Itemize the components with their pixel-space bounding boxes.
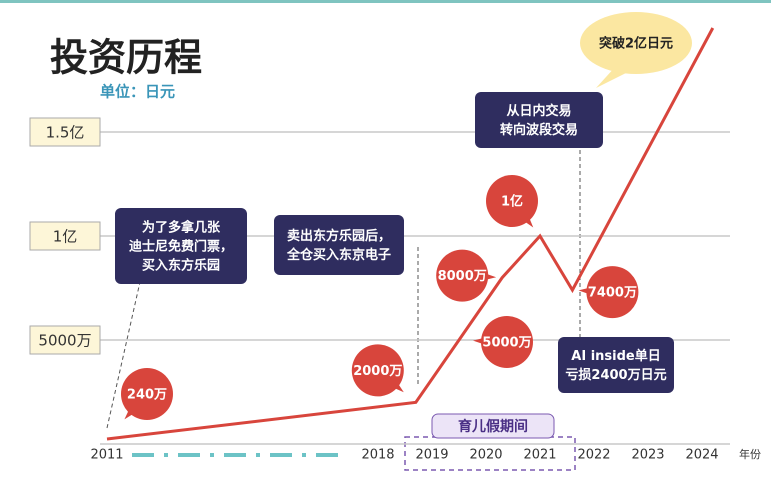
annotation-text: 突破2亿日元 xyxy=(599,36,673,52)
chart-title: 投资历程 xyxy=(50,36,202,80)
x-tick-label: 2019 xyxy=(415,448,448,463)
annotation-text: AI inside单日 xyxy=(571,348,660,364)
annotation-box xyxy=(115,208,247,284)
annotation-text: 全仓买入东京电子 xyxy=(286,247,391,263)
y-tick-box xyxy=(29,117,101,147)
y-tick-label: 1亿 xyxy=(53,228,78,246)
x-tick-label: 2022 xyxy=(577,448,610,463)
annotation-box xyxy=(274,215,404,275)
x-tick-label: 2023 xyxy=(631,448,664,463)
data-line xyxy=(106,27,715,441)
annotation-box xyxy=(558,337,674,393)
top-stripe xyxy=(0,0,771,3)
callout-bubble xyxy=(580,12,692,74)
y-tick-box xyxy=(29,325,101,355)
value-label: 7400万 xyxy=(588,286,637,301)
value-label: 8000万 xyxy=(438,269,487,284)
annotation-box xyxy=(475,92,603,148)
unit-label: 单位：日元 xyxy=(100,83,175,101)
x-tick-label: 2018 xyxy=(361,448,394,463)
annotation-text: 亏损2400万日元 xyxy=(565,367,666,383)
annotation-text: 转向波段交易 xyxy=(500,122,578,138)
x-tick-label: 2020 xyxy=(469,448,502,463)
annotation-text: 育儿假期间 xyxy=(458,418,528,435)
annotation-box xyxy=(431,413,555,439)
connector xyxy=(106,281,141,429)
annotation-text: 迪士尼免费门票， xyxy=(129,239,233,255)
value-bubble xyxy=(351,344,404,397)
value-bubble xyxy=(121,368,173,421)
annotation-text: 从日内交易 xyxy=(506,103,571,119)
x-tick-label: 2021 xyxy=(523,448,556,463)
annotation-text: 买入东方乐园 xyxy=(142,258,220,274)
annotation-text: 卖出东方乐园后， xyxy=(287,228,391,244)
value-bubble xyxy=(436,249,489,302)
value-bubble xyxy=(586,266,639,319)
y-tick-label: 1.5亿 xyxy=(46,124,85,142)
y-tick-label: 5000万 xyxy=(38,332,91,350)
x-tick-label: 2011 xyxy=(90,448,123,463)
y-tick-box xyxy=(29,221,101,251)
x-tick-label: 2024 xyxy=(685,448,718,463)
value-label: 2000万 xyxy=(353,364,402,379)
x-axis-label: 年份 xyxy=(739,447,761,461)
value-label: 240万 xyxy=(127,388,167,403)
annotation-text: 为了多拿几张 xyxy=(142,220,221,236)
value-bubble xyxy=(481,316,533,368)
value-label: 5000万 xyxy=(482,336,531,351)
value-label: 1亿 xyxy=(501,194,523,210)
value-bubble xyxy=(486,175,538,227)
